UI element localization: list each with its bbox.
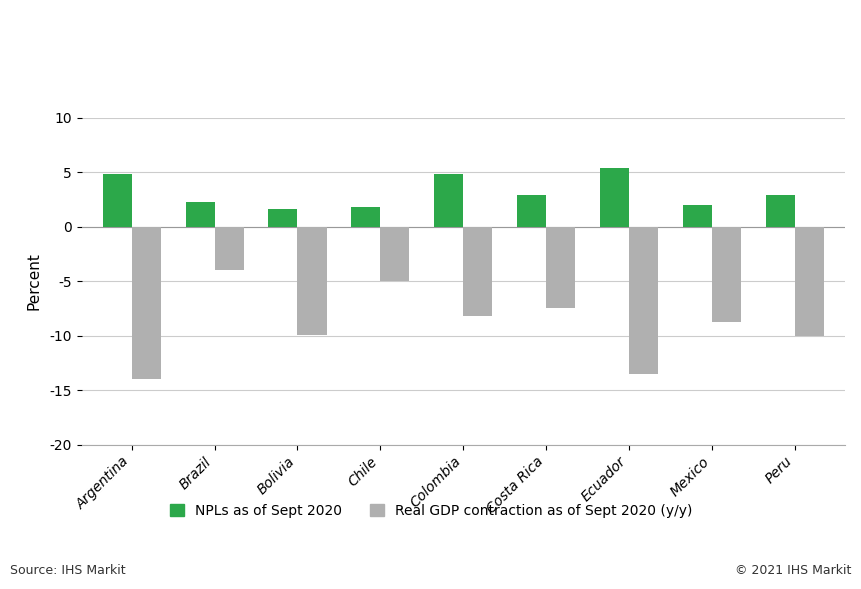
Bar — [463, 227, 492, 316]
Bar — [214, 227, 244, 270]
Y-axis label: Percent: Percent — [27, 252, 41, 310]
Bar — [102, 174, 132, 227]
Legend: NPLs as of Sept 2020, Real GDP contraction as of Sept 2020 (y/y): NPLs as of Sept 2020, Real GDP contracti… — [164, 498, 697, 523]
Bar — [351, 207, 380, 227]
Bar — [434, 174, 463, 227]
Text: NPLs have remained contained in Latin America despite the
economic collapse, but: NPLs have remained contained in Latin Am… — [10, 33, 692, 78]
Bar — [268, 209, 297, 227]
Text: © 2021 IHS Markit: © 2021 IHS Markit — [734, 564, 851, 577]
Bar — [629, 227, 658, 374]
Bar — [794, 227, 823, 336]
Bar — [380, 227, 409, 282]
Bar — [682, 205, 711, 227]
Bar — [765, 195, 794, 227]
Bar — [711, 227, 740, 322]
Bar — [517, 195, 546, 227]
Bar — [185, 201, 214, 227]
Bar — [132, 227, 160, 379]
Bar — [599, 168, 629, 227]
Bar — [297, 227, 326, 335]
Text: Source: IHS Markit: Source: IHS Markit — [10, 564, 126, 577]
Bar — [546, 227, 574, 309]
